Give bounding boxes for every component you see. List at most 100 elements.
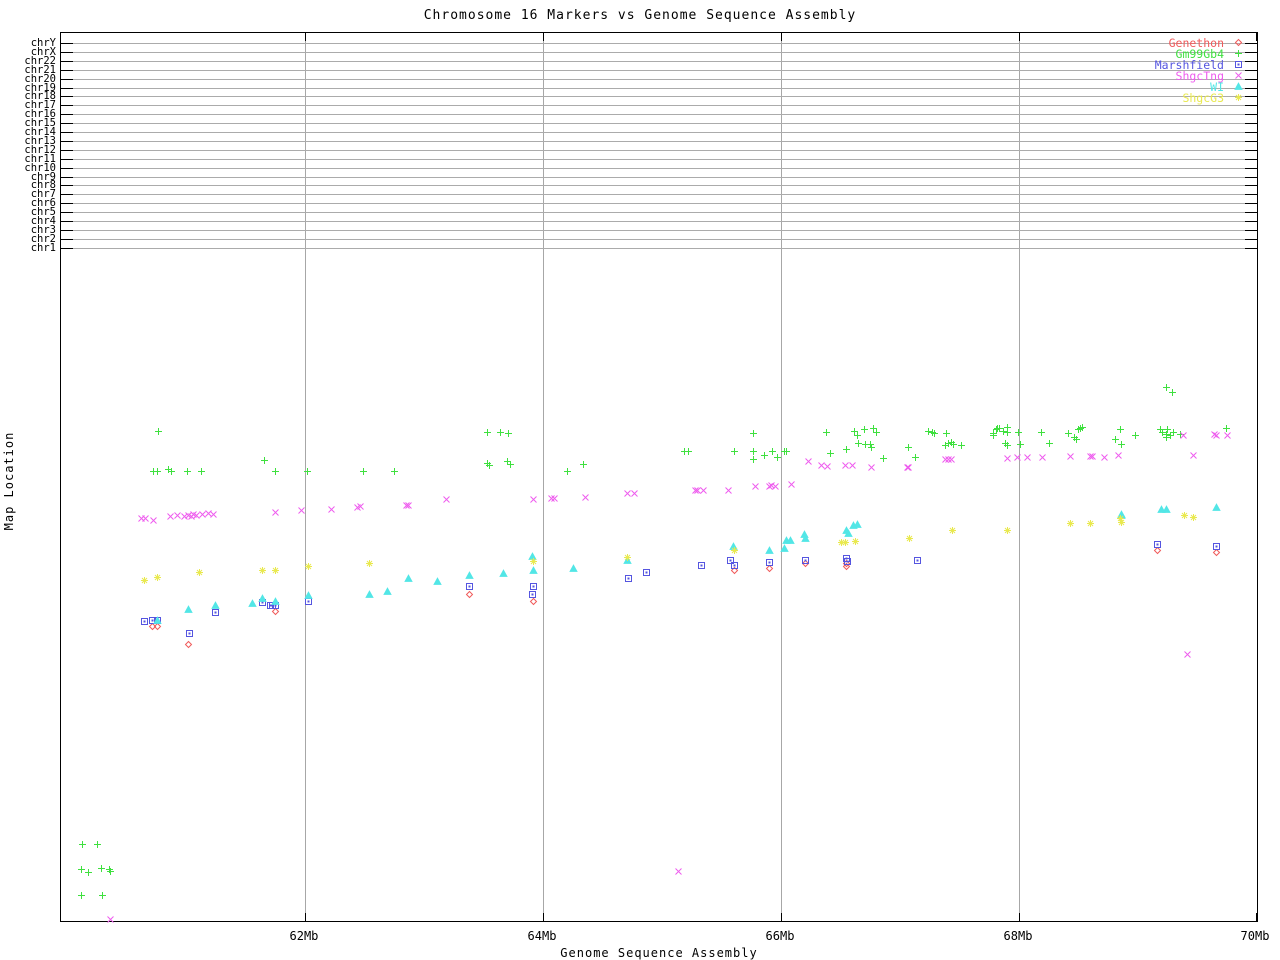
data-point-gm99gb4 — [260, 450, 269, 465]
data-point-shgctng — [623, 483, 632, 497]
data-point-genethon — [271, 601, 280, 616]
data-point-shgcg3 — [1066, 513, 1075, 528]
data-point-gm99gb4 — [860, 419, 869, 434]
data-point-gm99gb4 — [760, 445, 769, 459]
chromosome-line — [61, 247, 1257, 249]
chromosome-tick — [1245, 221, 1257, 222]
data-point-shgctng — [1088, 446, 1097, 460]
chromosome-label: chr1 — [30, 241, 56, 254]
data-point-marshfield — [528, 584, 537, 598]
data-point-gm99gb4 — [842, 439, 851, 453]
data-point-genethon — [184, 634, 193, 649]
chromosome-line — [61, 69, 1257, 71]
data-point-gm99gb4 — [999, 421, 1008, 435]
data-point-shgcg3 — [1189, 507, 1198, 522]
data-point-gm99gb4 — [749, 423, 758, 437]
chromosome-line — [61, 96, 1257, 98]
data-point-wi — [464, 565, 474, 579]
data-point-marshfield — [642, 562, 651, 577]
chromosome-line — [61, 114, 1257, 116]
chromosome-tick — [1245, 140, 1257, 142]
data-point-shgctng — [1038, 447, 1047, 461]
chromosome-line — [61, 167, 1257, 169]
data-point-gm99gb4 — [1166, 425, 1175, 440]
data-point-wi — [270, 591, 280, 606]
data-point-gm99gb4 — [924, 421, 933, 435]
data-point-shgctng — [1086, 446, 1095, 460]
data-point-shgctng — [141, 508, 150, 522]
data-point-shgcg3 — [841, 532, 850, 546]
data-point-gm99gb4 — [1117, 434, 1126, 449]
chromosome-line — [61, 158, 1257, 160]
data-point-gm99gb4 — [949, 434, 958, 449]
chromosome-label: chrX — [30, 45, 56, 58]
chart-title: Chromosome 16 Markers vs Genome Sequence… — [423, 8, 857, 23]
data-point-shgctng — [1223, 425, 1232, 439]
data-point-shgctng — [209, 504, 218, 518]
data-point-gm99gb4 — [563, 461, 572, 475]
data-point-gm99gb4 — [1111, 429, 1120, 443]
chromosome-tick — [1245, 203, 1257, 205]
data-point-wi — [569, 558, 579, 572]
chromosome-label: chr15 — [24, 117, 56, 130]
chromosome-label: chr20 — [24, 72, 56, 85]
chromosome-line — [61, 105, 1257, 107]
legend-label: ShgcTng — [1175, 68, 1224, 83]
chromosome-label: chr12 — [24, 143, 56, 156]
data-point-shgcg3 — [837, 532, 846, 546]
data-point-gm99gb4 — [271, 461, 280, 475]
data-point-shgctng — [903, 457, 912, 471]
chromosome-label: chr18 — [24, 90, 56, 103]
data-point-shgctng — [771, 476, 780, 490]
data-point-shgctng — [166, 506, 175, 521]
data-point-shgctng — [1066, 446, 1075, 460]
data-point-gm99gb4 — [957, 435, 966, 450]
x-axis-tick — [542, 913, 544, 921]
data-point-gm99gb4 — [930, 423, 939, 437]
data-point-marshfield — [1212, 536, 1221, 550]
data-point-gm99gb4 — [1003, 435, 1012, 450]
data-point-shgctng — [1023, 447, 1032, 461]
chromosome-tick — [1245, 60, 1257, 62]
data-point-gm99gb4 — [197, 461, 206, 475]
data-point-shgctng — [1013, 447, 1022, 461]
chromosome-tick — [1245, 212, 1257, 214]
data-point-gm99gb4 — [826, 443, 835, 458]
data-point-gm99gb4 — [1014, 422, 1023, 436]
chromosome-tick — [61, 167, 73, 169]
data-point-wi — [852, 514, 862, 529]
chromosome-tick — [61, 69, 73, 71]
data-point-gm99gb4 — [98, 885, 107, 900]
data-point-gm99gb4 — [1037, 422, 1046, 436]
data-point-gm99gb4 — [390, 461, 399, 475]
data-point-shgctng — [804, 451, 813, 466]
x-tick-label: 64Mb — [527, 929, 557, 943]
data-point-shgctng — [630, 483, 639, 497]
data-point-shgcg3 — [1117, 512, 1126, 527]
data-point-wi — [529, 560, 538, 574]
data-point-gm99gb4 — [904, 437, 913, 451]
chromosome-line — [61, 221, 1257, 222]
x-axis-tick — [1256, 33, 1257, 41]
x-axis-tick — [780, 33, 782, 41]
data-point-gm99gb4 — [782, 441, 791, 456]
legend-label: Gm99Gb4 — [1175, 46, 1224, 61]
legend-item-gm99gb4: Gm99Gb4 — [1155, 46, 1243, 61]
data-point-shgctng — [674, 861, 683, 875]
chromosome-tick — [1245, 132, 1257, 133]
data-point-shgctng — [149, 510, 158, 524]
data-point-shgctng — [944, 449, 953, 463]
data-point-gm99gb4 — [153, 461, 162, 475]
chromosome-tick — [61, 221, 73, 222]
data-point-gm99gb4 — [1222, 418, 1231, 433]
x-tick-label: 66Mb — [765, 929, 795, 943]
chromosome-tick — [61, 238, 73, 240]
data-point-wi — [1212, 497, 1221, 512]
x-axis-tick — [780, 913, 782, 921]
data-point-genethon — [1153, 540, 1162, 555]
data-point-marshfield — [1153, 534, 1162, 548]
data-point-marshfield — [465, 576, 474, 591]
chromosome-line — [61, 60, 1257, 62]
chromosome-tick — [61, 229, 73, 231]
data-point-genethon — [153, 616, 162, 631]
